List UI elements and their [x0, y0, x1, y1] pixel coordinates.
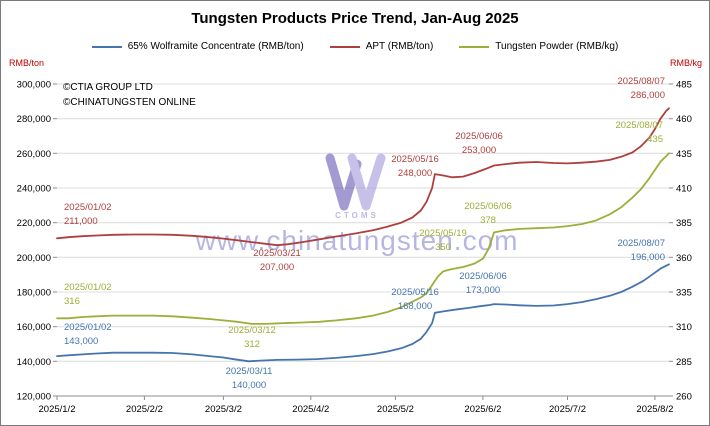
left-axis-tick-label: 260,000 [17, 149, 51, 160]
series-line-3 [56, 152, 670, 325]
right-axis-tick-label: 410 [676, 184, 692, 195]
copyright-line-2: ©CHINATUNGSTEN ONLINE [63, 97, 196, 108]
left-axis-unit-label: RMB/ton [9, 58, 45, 68]
left-axis-tick-label: 240,000 [17, 184, 51, 195]
left-axis-tick-label: 140,000 [17, 357, 51, 368]
right-axis-tick-label: 435 [676, 149, 692, 160]
left-axis-tick-label: 200,000 [17, 253, 51, 264]
series-line-2 [56, 107, 670, 247]
right-axis-tick-label: 260 [676, 392, 692, 403]
x-axis-tick-label: 2025/2/2 [126, 404, 163, 415]
watermark-url-text: www.chinatungsten.com [195, 225, 519, 256]
chinatungsten-logo-icon [325, 153, 362, 211]
chinatungsten-logo-icon [347, 153, 386, 211]
chart-title: Tungsten Products Price Trend, Jan-Aug 2… [191, 10, 519, 27]
left-axis-tick-label: 120,000 [17, 392, 51, 403]
right-axis-tick-label: 360 [676, 253, 692, 264]
x-axis-tick-label: 2025/6/2 [464, 404, 501, 415]
right-axis-tick-label: 285 [676, 357, 692, 368]
right-axis-unit-label: RMB/kg [669, 58, 702, 68]
legend-label: 65% Wolframite Concentrate (RMB/ton) [127, 41, 304, 52]
legend-line-marker [459, 45, 490, 48]
x-axis-tick-label: 2025/7/2 [549, 404, 586, 415]
legend-label: APT (RMB/ton) [365, 41, 434, 52]
x-axis-tick-label: 2025/5/2 [377, 404, 414, 415]
x-axis-tick-label: 2025/3/2 [205, 404, 242, 415]
copyright-line-1: ©CTIA GROUP LTD [63, 82, 153, 93]
series-line-1 [56, 263, 670, 363]
right-axis-tick-label: 485 [676, 80, 692, 91]
legend-line-marker [91, 45, 122, 48]
legend-label: Tungsten Powder (RMB/kg) [495, 41, 619, 52]
left-axis-tick-label: 220,000 [17, 218, 51, 229]
legend-line-marker [329, 45, 360, 48]
left-axis-tick-label: 180,000 [17, 288, 51, 299]
legend-item: Tungsten Powder (RMB/kg) [459, 41, 618, 52]
right-axis-tick-label: 385 [676, 218, 692, 229]
right-axis-tick-label: 310 [676, 322, 692, 333]
watermark: CTOMS www.chinatungsten.com [195, 153, 519, 256]
left-axis-tick-label: 300,000 [17, 80, 51, 91]
copyright-block: ©CTIA GROUP LTD ©CHINATUNGSTEN ONLINE [63, 80, 196, 110]
right-axis-tick-label: 335 [676, 288, 692, 299]
right-axis-tick-label: 460 [676, 114, 692, 125]
series-lines-layer [56, 107, 670, 363]
legend: 65% Wolframite Concentrate (RMB/ton) APT … [1, 41, 709, 52]
x-axis-tick-label: 2025/4/2 [292, 404, 329, 415]
legend-item: APT (RMB/ton) [329, 41, 434, 52]
left-axis-tick-label: 160,000 [17, 322, 51, 333]
legend-item: 65% Wolframite Concentrate (RMB/ton) [91, 41, 304, 52]
x-axis-tick-label: 2025/1/2 [39, 404, 76, 415]
watermark-logo-text: CTOMS [335, 211, 379, 220]
left-axis-tick-label: 280,000 [17, 114, 51, 125]
axes-layer: 300,000 280,000 260,000 240,000 220,000 200,0… [17, 80, 692, 416]
x-axis-tick-label: 2025/8/2 [636, 404, 673, 415]
